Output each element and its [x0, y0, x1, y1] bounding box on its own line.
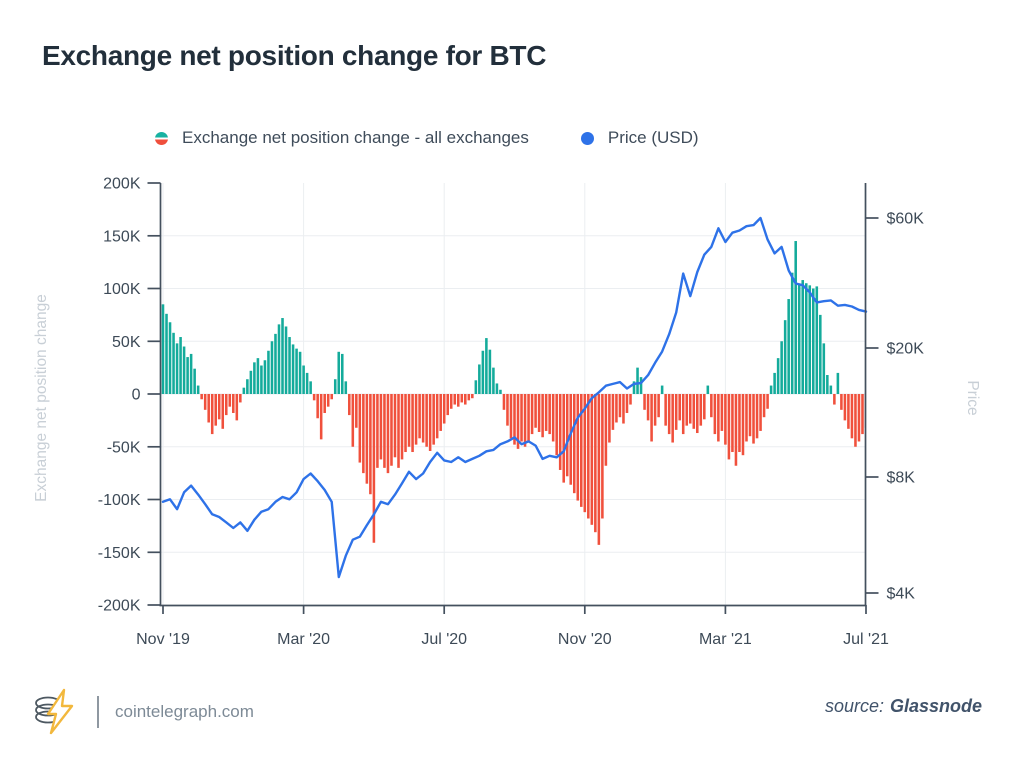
- svg-text:0: 0: [132, 387, 141, 404]
- footer: cointelegraph.com source: Glassnode: [0, 680, 1024, 740]
- axis-titles: Exchange net position change Price: [33, 294, 981, 502]
- svg-text:-200K: -200K: [98, 598, 141, 615]
- source-name: Glassnode: [889, 696, 982, 716]
- source-attribution: source: Glassnode: [825, 696, 982, 717]
- svg-text:$8K: $8K: [887, 470, 916, 487]
- brand: cointelegraph.com: [33, 688, 254, 736]
- svg-text:Jul '20: Jul '20: [421, 631, 467, 648]
- svg-text:50K: 50K: [112, 334, 141, 351]
- svg-text:100K: 100K: [103, 281, 141, 298]
- net-position-bars: [161, 241, 866, 545]
- svg-text:-100K: -100K: [98, 492, 141, 509]
- legend: Exchange net position change - all excha…: [155, 127, 699, 149]
- separator: [97, 696, 99, 728]
- svg-text:Mar '21: Mar '21: [699, 631, 752, 648]
- svg-text:$4K: $4K: [887, 586, 916, 603]
- left-axis-title: Exchange net position change: [33, 294, 50, 502]
- lightning-bolt-icon: [46, 688, 74, 735]
- price-line: [161, 216, 868, 579]
- split-teal-red-dot-icon: [155, 131, 168, 145]
- svg-text:Nov '19: Nov '19: [136, 631, 190, 648]
- axis-tick-labels: 200K 150K 100K 50K 0 -50K -100K -150K -200K $60K $…: [98, 176, 924, 649]
- svg-text:$60K: $60K: [887, 211, 925, 228]
- site-label: cointelegraph.com: [115, 702, 254, 721]
- legend-item-net-position: Exchange net position change - all excha…: [155, 128, 529, 148]
- legend-label-net-position: Exchange net position change - all excha…: [182, 128, 529, 147]
- source-label: source:: [824, 696, 884, 716]
- right-axis-title: Price: [964, 380, 981, 415]
- svg-text:$20K: $20K: [887, 341, 925, 358]
- svg-text:150K: 150K: [103, 228, 141, 245]
- svg-text:-50K: -50K: [107, 439, 141, 456]
- svg-text:Nov '20: Nov '20: [558, 631, 612, 648]
- page-title: Exchange net position change for BTC: [42, 40, 547, 71]
- legend-label-price: Price (USD): [607, 128, 699, 147]
- svg-text:200K: 200K: [103, 176, 141, 193]
- legend-item-price: Price (USD): [580, 128, 699, 148]
- blue-dot-icon: [580, 131, 594, 145]
- axes: [147, 182, 879, 614]
- cointelegraph-logo-icon: [35, 688, 74, 735]
- svg-text:Mar '20: Mar '20: [277, 631, 330, 648]
- svg-text:-150K: -150K: [98, 545, 141, 562]
- svg-text:Jul '21: Jul '21: [843, 631, 889, 648]
